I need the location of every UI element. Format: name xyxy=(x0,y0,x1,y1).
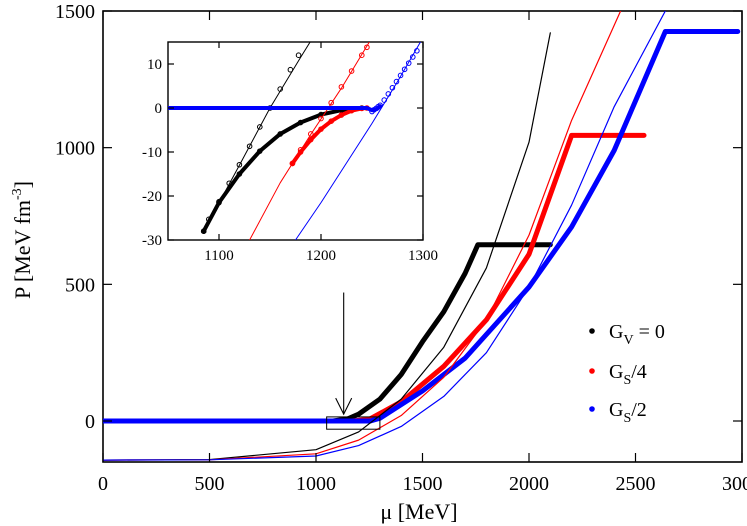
y-axis-title-sup: -3 xyxy=(10,188,25,200)
inset-blue-markers-point xyxy=(405,60,412,66)
inset-red-markers-steep-point xyxy=(308,131,314,137)
main-xtick-label: 1500 xyxy=(403,473,443,495)
inset-blue-thick-line xyxy=(168,104,383,113)
inset-blue-thin-line xyxy=(295,42,422,240)
main-free-blue-line xyxy=(103,11,666,461)
main-series-group xyxy=(103,11,741,461)
y-axis-title-base: P [MeV fm xyxy=(10,200,35,299)
legend: GV = 0 GS/4 GS/2 xyxy=(589,321,665,426)
inset-blue-markers-point xyxy=(393,78,400,85)
main-free-black-line xyxy=(103,32,551,461)
y-axis-title: P [MeV fm-3] xyxy=(10,181,35,299)
y-axis-title-close: ] xyxy=(10,181,35,188)
legend-label-gs2: GS/2 xyxy=(609,399,647,426)
inset-red-markers-steep-point xyxy=(364,44,370,51)
inset-xtick-label: 1100 xyxy=(204,248,233,264)
inset-ytick-label: -30 xyxy=(142,233,162,249)
inset-red-markers-steep-point xyxy=(359,52,365,59)
inset-red-markers-steep-point xyxy=(348,68,355,74)
arrow-annotation xyxy=(335,292,353,416)
main-xtick-label: 1000 xyxy=(296,473,336,495)
main-free-red-line xyxy=(103,11,622,461)
inset-blue-markers-point xyxy=(397,72,404,79)
main-xtick-label: 500 xyxy=(195,473,225,495)
x-axis-title: μ [MeV] xyxy=(380,499,457,524)
legend-entry-gs4: GS/4 xyxy=(589,361,647,388)
legend-label-gv0: GV = 0 xyxy=(609,321,665,348)
inset-red-markers-steep-point xyxy=(328,99,335,106)
inset-black-thick-line xyxy=(201,106,364,234)
inset-xtick-label: 1300 xyxy=(408,248,438,264)
inset-black-markers-steep-point xyxy=(287,66,294,73)
inset-black-markers-steep-point xyxy=(246,143,253,150)
inset-ytick-label: -10 xyxy=(142,145,162,161)
inset-red-markers-steep-point xyxy=(318,115,324,122)
inset-series-layer xyxy=(168,42,422,240)
inset-blue-markers-point xyxy=(410,54,416,60)
main-ytick-label: 500 xyxy=(65,274,95,296)
arrow-head xyxy=(335,397,353,416)
legend-label-gs4: GS/4 xyxy=(609,361,647,388)
inset-black-markers-steep-point xyxy=(236,161,243,168)
inset-ytick-label: -20 xyxy=(142,189,162,205)
main-xtick-label: 2000 xyxy=(509,473,549,495)
legend-entry-gs2: GS/2 xyxy=(589,399,647,426)
inset-red-thin-line xyxy=(249,42,370,240)
zoom-box xyxy=(326,416,381,430)
inset-tick-layer: 1100 1200 1300 -30 -20 -10 0 10 xyxy=(142,42,438,264)
inset-black-markers-steep-point xyxy=(295,52,302,59)
main-ytick-label: 0 xyxy=(85,411,95,433)
inset-black-markers-steep-point xyxy=(257,124,263,130)
inset-blue-markers-point xyxy=(381,97,388,103)
inset-plot-frame xyxy=(167,41,424,241)
inset-ytick-label: 0 xyxy=(155,101,163,117)
inset-chart: 1100 1200 1300 -30 -20 -10 0 10 xyxy=(142,41,438,264)
main-xtick-label: 0 xyxy=(98,473,108,495)
main-ytick-label: 1500 xyxy=(55,1,95,23)
inset-blue-markers-point xyxy=(389,84,396,91)
legend-swatch-gs4 xyxy=(589,368,595,374)
main-ytick-label: 1000 xyxy=(55,138,95,160)
inset-ytick-label: 10 xyxy=(147,57,162,73)
inset-blue-markers-point xyxy=(385,91,392,97)
main-series-layer xyxy=(103,11,741,461)
inset-black-markers-steep-point xyxy=(277,86,284,92)
inset-blue-markers-point xyxy=(401,66,408,73)
legend-swatch-gv0 xyxy=(589,328,595,334)
inset-red-markers-steep-point xyxy=(338,84,345,90)
legend-swatch-gs2 xyxy=(589,406,595,412)
inset-blue-markers-point xyxy=(414,48,420,54)
legend-entry-gv0: GV = 0 xyxy=(589,321,665,348)
inset-xtick-label: 1200 xyxy=(306,248,336,264)
main-xtick-label: 2500 xyxy=(616,473,656,495)
inset-series-group xyxy=(168,42,422,240)
